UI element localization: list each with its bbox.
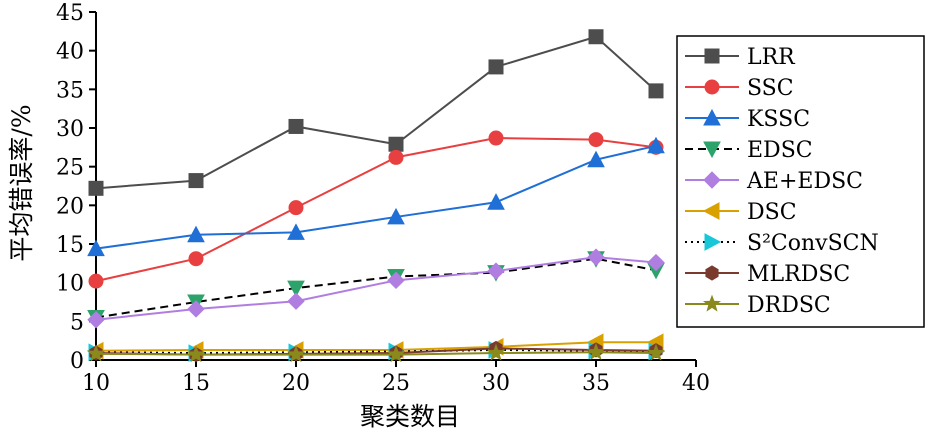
legend-label: AE+EDSC xyxy=(746,169,863,194)
data-point xyxy=(388,149,404,165)
legend-marker xyxy=(705,265,719,281)
data-point xyxy=(388,136,404,152)
data-point xyxy=(387,271,405,290)
data-point xyxy=(487,262,505,280)
y-tick-label: 15 xyxy=(56,233,84,258)
series-4 xyxy=(87,248,665,329)
y-tick-label: 0 xyxy=(70,349,84,374)
legend-marker xyxy=(702,202,720,220)
data-point xyxy=(88,273,104,289)
x-axis: 10 15 20 25 30 35 40 xyxy=(82,359,710,396)
data-point xyxy=(287,223,305,240)
data-point xyxy=(588,29,604,45)
y-tick-label: 35 xyxy=(56,78,84,103)
series-0 xyxy=(88,29,664,196)
legend-marker xyxy=(703,294,721,312)
data-point xyxy=(287,292,305,310)
data-point xyxy=(288,200,304,216)
data-point xyxy=(287,345,305,363)
x-tick-label: 30 xyxy=(482,371,510,396)
data-point xyxy=(587,342,605,360)
data-point xyxy=(488,59,504,75)
data-point xyxy=(588,132,604,148)
data-point xyxy=(187,225,205,243)
legend-marker xyxy=(704,233,722,251)
data-point xyxy=(387,207,405,225)
legend-label: DRDSC xyxy=(747,293,831,318)
series-8 xyxy=(87,342,665,363)
legend-label: MLRDSC xyxy=(747,262,850,287)
data-point xyxy=(647,253,665,272)
legend-marker xyxy=(704,79,720,95)
data-point xyxy=(587,150,605,168)
y-tick-label: 5 xyxy=(70,310,84,335)
series-layer xyxy=(86,29,666,363)
series-2 xyxy=(87,136,665,257)
data-point xyxy=(647,136,665,154)
legend: LRR SSC KSSC EDSC AE+EDSC DSC S²ConvSCN MLRDSC D… xyxy=(676,35,925,328)
data-point xyxy=(487,343,505,361)
data-point xyxy=(487,193,505,210)
y-tick-label: 45 xyxy=(56,1,84,26)
legend-marker xyxy=(703,141,721,159)
data-point xyxy=(88,180,104,196)
x-axis-title: 聚类数目 xyxy=(360,402,460,431)
data-point xyxy=(87,344,105,362)
legend-marker xyxy=(703,171,721,189)
x-tick-label: 25 xyxy=(382,371,410,396)
data-point xyxy=(87,239,105,257)
x-tick-label: 10 xyxy=(82,371,110,396)
data-point xyxy=(188,173,204,189)
legend-label: S²ConvSCN xyxy=(747,231,879,256)
x-tick-label: 35 xyxy=(582,371,610,396)
data-point xyxy=(187,345,205,363)
legend-marker xyxy=(703,108,721,126)
data-point xyxy=(187,300,205,318)
series-1 xyxy=(88,130,664,289)
series-line xyxy=(95,257,657,319)
legend-label: DSC xyxy=(747,200,797,225)
data-point xyxy=(287,280,305,298)
y-tick-label: 20 xyxy=(56,194,84,219)
x-tick-label: 20 xyxy=(282,371,310,396)
data-point xyxy=(647,343,665,361)
x-tick-label: 40 xyxy=(682,371,710,396)
series-line xyxy=(95,144,657,250)
legend-label: KSSC xyxy=(747,107,810,132)
data-point xyxy=(87,311,105,329)
y-axis-title: 平均错误率/% xyxy=(7,104,36,261)
y-tick-label: 30 xyxy=(56,117,84,142)
y-tick-label: 40 xyxy=(56,40,84,65)
legend-label: LRR xyxy=(747,45,796,70)
series-line xyxy=(95,256,657,321)
data-point xyxy=(387,345,405,363)
data-point xyxy=(488,130,504,146)
data-point xyxy=(288,118,304,134)
data-point xyxy=(648,83,664,99)
data-point xyxy=(188,251,204,267)
legend-label: SSC xyxy=(747,76,794,101)
series-line xyxy=(95,35,657,190)
y-axis: 0 5 10 15 20 25 30 35 40 45 xyxy=(56,1,97,374)
data-point xyxy=(587,248,605,266)
x-tick-label: 15 xyxy=(182,371,210,396)
legend-label: EDSC xyxy=(747,138,813,163)
y-tick-label: 25 xyxy=(56,156,84,181)
legend-marker xyxy=(704,48,720,64)
y-tick-label: 10 xyxy=(56,272,84,297)
